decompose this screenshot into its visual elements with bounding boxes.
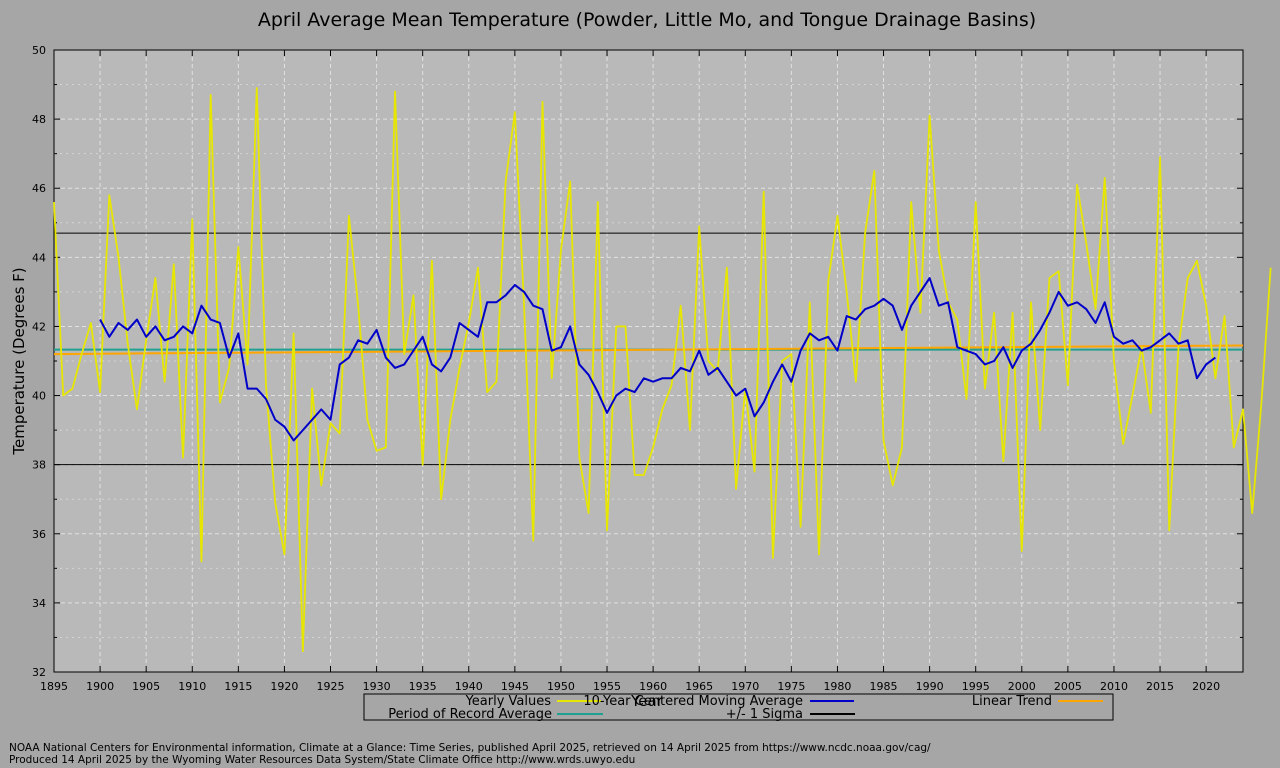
x-tick-label: 1930 xyxy=(363,680,391,693)
x-tick-label: 1905 xyxy=(132,680,160,693)
x-tick-label: 2010 xyxy=(1100,680,1128,693)
y-tick-label: 34 xyxy=(32,597,46,610)
y-tick-label: 38 xyxy=(32,459,46,472)
x-tick-label: 1985 xyxy=(870,680,898,693)
y-tick-label: 44 xyxy=(32,251,46,264)
x-tick-label: 1975 xyxy=(777,680,805,693)
legend-label: 10-Year Centered Moving Average xyxy=(583,694,803,709)
x-tick-label: 1955 xyxy=(593,680,621,693)
x-tick-label: 1935 xyxy=(409,680,437,693)
x-tick-label: 1950 xyxy=(547,680,575,693)
x-axis-label: Year xyxy=(630,692,664,710)
x-tick-label: 1900 xyxy=(86,680,114,693)
y-tick-label: 36 xyxy=(32,528,46,541)
x-tick-label: 1995 xyxy=(962,680,990,693)
y-tick-label: 48 xyxy=(32,113,46,126)
axis-ticks xyxy=(53,49,1243,673)
y-tick-label: 46 xyxy=(32,182,46,195)
legend-label: Yearly Values xyxy=(465,694,552,709)
legend-label: Linear Trend xyxy=(972,694,1052,709)
legend-label: +/- 1 Sigma xyxy=(726,707,803,722)
y-tick-labels: 32 34 36 38 40 42 44 46 48 50 xyxy=(32,44,46,679)
y-axis-label: Temperature (Degrees F) xyxy=(10,267,28,455)
legend-label: Period of Record Average xyxy=(388,707,552,722)
x-tick-label: 1920 xyxy=(270,680,298,693)
x-tick-label: 1925 xyxy=(317,680,345,693)
x-tick-label: 1960 xyxy=(639,680,667,693)
chart-title: April Average Mean Temperature (Powder, … xyxy=(258,9,1036,31)
y-tick-label: 42 xyxy=(32,320,46,333)
x-tick-label: 1965 xyxy=(685,680,713,693)
x-tick-label: 2005 xyxy=(1054,680,1082,693)
x-tick-label: 1915 xyxy=(224,680,252,693)
x-tick-label: 1895 xyxy=(40,680,68,693)
y-tick-label: 50 xyxy=(32,44,46,57)
x-tick-label: 2020 xyxy=(1192,680,1220,693)
y-tick-label: 40 xyxy=(32,390,46,403)
x-tick-label: 1990 xyxy=(916,680,944,693)
moving-average-line xyxy=(99,277,1216,442)
x-tick-label: 1970 xyxy=(731,680,759,693)
yearly-values-line xyxy=(53,87,1272,653)
x-tick-labels: 1895 1900 1905 1910 1915 1920 1925 1930 1935 1940… xyxy=(40,680,1220,693)
legend-box xyxy=(363,693,1114,721)
source-credit: NOAA National Centers for Environmental … xyxy=(9,742,931,754)
x-tick-label: 1945 xyxy=(501,680,529,693)
x-tick-label: 2000 xyxy=(1008,680,1036,693)
x-tick-label: 1980 xyxy=(823,680,851,693)
x-tick-label: 1910 xyxy=(178,680,206,693)
series-layer xyxy=(53,87,1272,653)
x-tick-label: 1940 xyxy=(455,680,483,693)
production-credit: Produced 14 April 2025 by the Wyoming Wa… xyxy=(9,754,636,766)
x-tick-label: 2015 xyxy=(1146,680,1174,693)
legend: Yearly Values 10-Year Centered Moving Ave… xyxy=(363,693,1114,722)
y-tick-label: 32 xyxy=(32,666,46,679)
